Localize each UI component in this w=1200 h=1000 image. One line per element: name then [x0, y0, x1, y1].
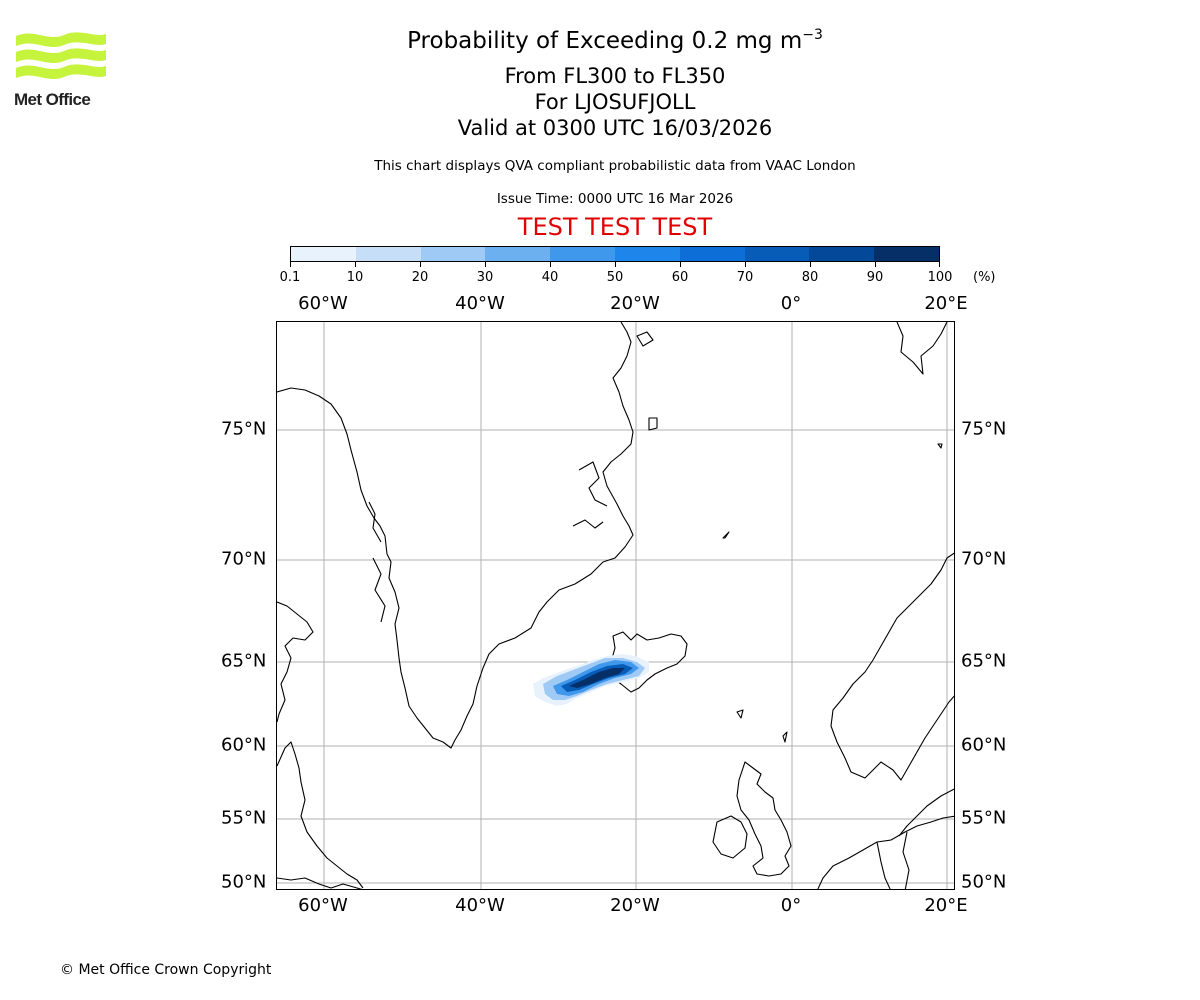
- iceland-coast: [610, 631, 688, 693]
- colorbar-tick-label: 90: [866, 270, 884, 285]
- probability-colorbar: [290, 246, 940, 262]
- map-coastlines: [277, 322, 954, 889]
- lon-label-top-60w: 60°W: [298, 293, 348, 314]
- colorbar-tick: [745, 262, 746, 267]
- greenland-fjord-6: [648, 417, 658, 431]
- colorbar-segment: [420, 247, 486, 261]
- colorbar-segment: [809, 247, 875, 261]
- shetland-coast: [782, 731, 788, 743]
- colorbar-tick: [810, 262, 811, 267]
- europe-border-1: [876, 841, 891, 889]
- greenland-fjord-4: [372, 557, 386, 623]
- faroe-coast: [736, 709, 744, 719]
- lon-label-top-40w: 40°W: [455, 293, 505, 314]
- lon-label-bottom-20e: 20°E: [924, 895, 968, 916]
- europe-border-2: [902, 831, 910, 889]
- colorbar-tick-label: 0.1: [279, 270, 301, 285]
- chart-description: This chart displays QVA compliant probab…: [374, 158, 856, 174]
- colorbar-tick: [680, 262, 681, 267]
- map-panel: [276, 321, 955, 890]
- lon-label-bottom-0: 0°: [780, 895, 802, 916]
- europe-coast: [817, 815, 954, 889]
- chart-title-text: Probability of Exceeding 0.2 mg m: [407, 28, 803, 54]
- newfoundland-coast: [277, 877, 363, 889]
- volcano-name: For LJOSUFJOLL: [534, 90, 696, 114]
- lat-label-left-55n: 55°N: [221, 807, 267, 829]
- colorbar-tick-label: 80: [801, 270, 819, 285]
- lat-label-left-65n: 65°N: [221, 650, 267, 672]
- lon-label-top-0: 0°: [780, 293, 802, 314]
- colorbar-tick-label: 50: [606, 270, 624, 285]
- lat-label-right-75n: 75°N: [961, 418, 1007, 440]
- labrador-coast: [277, 741, 364, 889]
- colorbar-tick-label: 30: [476, 270, 494, 285]
- chart-title: Probability of Exceeding 0.2 mg m−3: [0, 28, 1200, 54]
- lat-label-left-60n: 60°N: [221, 734, 267, 756]
- britain-coast: [736, 761, 792, 877]
- colorbar-segment: [550, 247, 615, 261]
- colorbar-segment: [291, 247, 356, 261]
- jan-mayen-coast: [722, 531, 730, 539]
- colorbar-tick: [485, 262, 486, 267]
- colorbar-tick: [420, 262, 421, 267]
- colorbar-segment: [614, 247, 680, 261]
- plume-core: [569, 668, 625, 688]
- met-office-logo-icon: [16, 32, 106, 80]
- lon-label-bottom-20w: 20°W: [610, 895, 660, 916]
- colorbar-tick: [355, 262, 356, 267]
- lat-label-right-70n: 70°N: [961, 548, 1007, 570]
- test-banner: TEST TEST TEST: [517, 213, 713, 241]
- ireland-coast: [712, 815, 748, 859]
- copyright-notice: © Met Office Crown Copyright: [60, 962, 272, 978]
- colorbar-tick-label: 70: [736, 270, 754, 285]
- greenland-fjord-2: [572, 519, 604, 529]
- colorbar-segment: [355, 247, 421, 261]
- scandinavia-coast: [830, 552, 954, 781]
- ash-plume: [533, 654, 649, 706]
- lon-label-top-20w: 20°W: [610, 293, 660, 314]
- lon-label-bottom-40w: 40°W: [455, 895, 505, 916]
- colorbar-tick-label: 60: [671, 270, 689, 285]
- lat-label-right-55n: 55°N: [961, 807, 1007, 829]
- baffin-coast: [277, 601, 314, 723]
- issue-time: Issue Time: 0000 UTC 16 Mar 2026: [496, 191, 734, 207]
- lon-label-bottom-60w: 60°W: [298, 895, 348, 916]
- map-canvas: [277, 322, 954, 889]
- colorbar-tick-label: 40: [541, 270, 559, 285]
- flight-level-range: From FL300 to FL350: [504, 64, 726, 88]
- lat-label-left-75n: 75°N: [221, 418, 267, 440]
- colorbar-unit: (%): [973, 270, 996, 285]
- svalbard-coast: [896, 322, 948, 375]
- lat-label-right-50n: 50°N: [961, 871, 1007, 893]
- lat-label-right-65n: 65°N: [961, 650, 1007, 672]
- greenland-fjord-3: [368, 501, 382, 543]
- greenland-fjord-5: [636, 331, 654, 347]
- colorbar-tick: [875, 262, 876, 267]
- colorbar-segment: [744, 247, 810, 261]
- baltic-coast: [898, 788, 954, 837]
- bear-island-coast: [937, 443, 943, 449]
- lon-label-top-20e: 20°E: [924, 293, 968, 314]
- colorbar-tick-label: 100: [927, 270, 953, 285]
- colorbar-tick: [290, 262, 291, 267]
- colorbar-tick: [550, 262, 551, 267]
- lat-label-right-60n: 60°N: [961, 734, 1007, 756]
- lat-label-left-50n: 50°N: [221, 871, 267, 893]
- greenland-fjord-1: [578, 461, 608, 507]
- colorbar-tick: [939, 262, 940, 267]
- lat-label-left-70n: 70°N: [221, 548, 267, 570]
- colorbar-segment: [485, 247, 551, 261]
- chart-title-superscript: −3: [802, 27, 823, 43]
- colorbar-segment: [679, 247, 745, 261]
- colorbar-tick-label: 20: [411, 270, 429, 285]
- map-gridlines: [277, 322, 954, 889]
- colorbar-segment: [874, 247, 939, 261]
- colorbar-tick-label: 10: [346, 270, 364, 285]
- colorbar-tick: [615, 262, 616, 267]
- met-office-logo-text: Met Office: [14, 90, 91, 109]
- valid-time: Valid at 0300 UTC 16/03/2026: [457, 116, 773, 140]
